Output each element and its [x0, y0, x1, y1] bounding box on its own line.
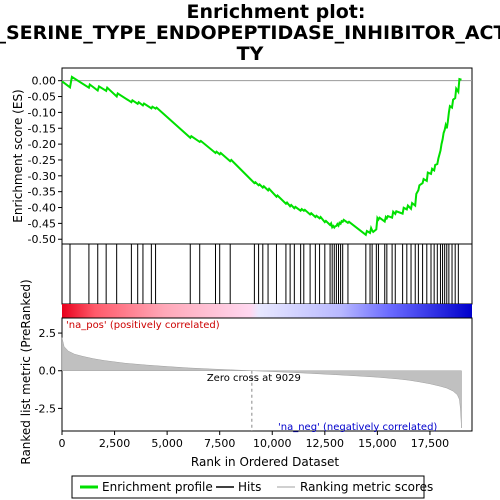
legend-metric-label: Ranking metric scores [300, 480, 433, 494]
metric-y-tick-label: -2.5 [35, 402, 56, 415]
es-y-tick-label: -0.15 [28, 122, 56, 135]
hit-marks [69, 244, 459, 304]
x-tick-label: 2,500 [99, 437, 131, 450]
zero-cross-annotation: Zero cross at 9029 [207, 373, 301, 384]
neg-correlated-label: 'na_neg' (negatively correlated) [278, 422, 437, 433]
metric-y-axis: 2.5 0.0 -2.5 [35, 327, 62, 415]
x-tick-label: 7,500 [204, 437, 236, 450]
metric-y-tick-label: 2.5 [39, 327, 57, 340]
x-tick-label: 5,000 [151, 437, 183, 450]
enrichment-score-panel: 0.00 -0.05 -0.10 -0.15 -0.20 -0.25 -0.30 -0.35 -… [11, 67, 473, 246]
es-y-tick-label: -0.35 [28, 186, 56, 199]
metric-y-tick-label: 0.0 [39, 365, 57, 378]
es-y-tick-label: -0.30 [28, 170, 56, 183]
pos-correlated-label: 'na_pos' (positively correlated) [66, 320, 220, 331]
x-axis-label: Rank in Ordered Dataset [191, 455, 339, 469]
es-y-tick-label: -0.10 [28, 106, 56, 119]
chart-title-line-3: TY [237, 43, 264, 65]
es-y-tick-label: -0.05 [28, 91, 56, 104]
x-tick-label: 12,500 [306, 437, 345, 450]
es-y-axis: 0.00 -0.05 -0.10 -0.15 -0.20 -0.25 -0.30 -0.35 -… [28, 75, 62, 246]
hits-panel [61, 243, 473, 305]
ranking-metric-area [61, 337, 462, 429]
x-axis: 0 2,500 5,000 7,500 10,000 12,500 15,000 17,500 [59, 431, 450, 450]
chart-title-line-1: Enrichment plot: [187, 1, 366, 23]
es-y-axis-label: Enrichment score (ES) [11, 89, 25, 222]
es-y-tick-label: -0.40 [28, 202, 56, 215]
chart-title-line-2: GO_SERINE_TYPE_ENDOPEPTIDASE_INHIBITOR_A… [0, 22, 500, 44]
es-y-tick-label: -0.50 [28, 233, 56, 246]
legend-box [71, 475, 425, 499]
es-y-tick-label: -0.20 [28, 138, 56, 151]
legend-hits-label: Hits [238, 480, 261, 494]
rank-gradient [62, 304, 472, 318]
x-tick-label: 0 [59, 437, 66, 450]
es-y-tick-label: 0.00 [32, 75, 57, 88]
x-tick-label: 10,000 [253, 437, 292, 450]
hits-frame [61, 243, 473, 305]
metric-y-axis-label: Ranked list metric (PreRanked) [19, 279, 33, 464]
es-y-tick-label: -0.45 [28, 217, 56, 230]
x-tick-label: 15,000 [358, 437, 397, 450]
es-y-tick-label: -0.25 [28, 154, 56, 167]
es-plot-frame [61, 67, 473, 245]
rank-color-bar [62, 304, 472, 318]
ranked-metric-panel: 2.5 0.0 -2.5 0 2,500 5,000 7,500 10,000 12,500 1… [19, 279, 473, 469]
x-tick-label: 17,500 [411, 437, 450, 450]
enrichment-profile-line [61, 75, 462, 237]
legend-enrichment-label: Enrichment profile [102, 480, 213, 494]
legend: Enrichment profile Hits Ranking metric s… [71, 475, 433, 499]
